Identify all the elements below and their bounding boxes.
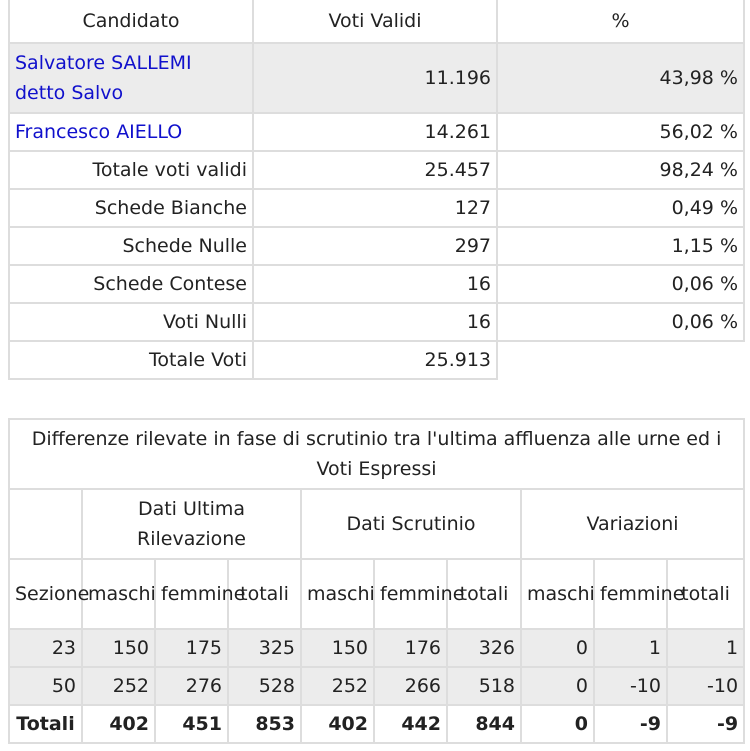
data-cell: -10 xyxy=(593,666,668,706)
group-header: Dati Ultima Rilevazione xyxy=(81,488,302,560)
candidate-row: Salvatore SALLEMI detto Salvo 11.196 43,… xyxy=(8,42,745,114)
section-cell: 23 xyxy=(8,628,83,668)
data-cell: -10 xyxy=(665,666,746,706)
summary-label: Totale Voti xyxy=(8,340,254,380)
section-row: 50 252 276 528 252 266 518 0 -10 -10 xyxy=(8,666,746,706)
summary-percent: 1,15 % xyxy=(496,226,745,266)
data-cell: 0 xyxy=(520,628,595,668)
candidate-votes: 11.196 xyxy=(252,42,498,114)
summary-label: Voti Nulli xyxy=(8,302,254,342)
header-percent: % xyxy=(496,0,745,44)
candidate-cell: Salvatore SALLEMI detto Salvo xyxy=(8,42,254,114)
data-cell: 325 xyxy=(227,628,302,668)
header-voti-validi: Voti Validi xyxy=(252,0,498,44)
sub-header: femmine xyxy=(154,558,245,630)
data-cell: 276 xyxy=(154,666,229,706)
summary-row: Schede Contese 16 0,06 % xyxy=(8,264,745,304)
sub-header: maschi xyxy=(81,558,156,630)
candidate-cell: Francesco AIELLO xyxy=(8,112,254,152)
total-cell: 844 xyxy=(446,704,522,744)
summary-label: Schede Bianche xyxy=(8,188,254,228)
summary-label: Schede Nulle xyxy=(8,226,254,266)
group-header: Dati Scrutinio xyxy=(300,488,522,560)
total-cell: -9 xyxy=(593,704,668,744)
summary-value: 16 xyxy=(252,264,498,304)
data-cell: 252 xyxy=(81,666,156,706)
group-header-empty xyxy=(8,488,83,560)
sub-header: femmine xyxy=(373,558,464,630)
summary-percent: 0,06 % xyxy=(496,264,745,304)
data-cell: 1 xyxy=(665,628,746,668)
candidate-votes: 14.261 xyxy=(252,112,498,152)
total-cell: 442 xyxy=(373,704,448,744)
group-header-row: Dati Ultima Rilevazione Dati Scrutinio V… xyxy=(8,488,746,560)
summary-value: 127 xyxy=(252,188,498,228)
section-row: 23 150 175 325 150 176 326 0 1 1 xyxy=(8,628,746,668)
candidate-link[interactable]: Francesco AIELLO xyxy=(15,121,183,143)
total-cell: 0 xyxy=(520,704,595,744)
total-cell: 402 xyxy=(81,704,156,744)
empty-cell xyxy=(497,341,744,379)
sub-header: maschi xyxy=(300,558,375,630)
sub-header: totali xyxy=(227,558,302,630)
total-cell: 451 xyxy=(154,704,229,744)
data-cell: 175 xyxy=(154,628,229,668)
candidate-percent: 43,98 % xyxy=(496,42,745,114)
summary-value: 16 xyxy=(252,302,498,342)
summary-value: 25.913 xyxy=(252,340,498,380)
summary-row: Schede Bianche 127 0,49 % xyxy=(8,188,745,228)
summary-row: Voti Nulli 16 0,06 % xyxy=(8,302,745,342)
total-cell: -9 xyxy=(665,704,746,744)
differences-title-row: Differenze rilevate in fase di scrutinio… xyxy=(7,418,746,490)
data-cell: 266 xyxy=(373,666,448,706)
total-cell: 853 xyxy=(227,704,302,744)
data-cell: 326 xyxy=(446,628,522,668)
data-cell: 176 xyxy=(373,628,448,668)
data-cell: 150 xyxy=(300,628,375,668)
sub-header: femmine xyxy=(593,558,684,630)
summary-row: Totale Voti 25.913 xyxy=(8,340,744,380)
differences-table: Differenze rilevate in fase di scrutinio… xyxy=(7,418,746,744)
totals-label: Totali xyxy=(8,704,83,744)
summary-label: Schede Contese xyxy=(8,264,254,304)
data-cell: 1 xyxy=(593,628,668,668)
summary-value: 25.457 xyxy=(252,150,498,190)
summary-percent: 98,24 % xyxy=(496,150,745,190)
sub-header: totali xyxy=(665,558,746,630)
totals-row: Totali 402 451 853 402 442 844 0 -9 -9 xyxy=(8,704,746,744)
differences-title: Differenze rilevate in fase di scrutinio… xyxy=(7,418,746,490)
header-candidato: Candidato xyxy=(8,0,254,44)
summary-row: Schede Nulle 297 1,15 % xyxy=(8,226,745,266)
candidate-percent: 56,02 % xyxy=(496,112,745,152)
summary-percent: 0,06 % xyxy=(496,302,745,342)
sub-header-row: Sezione maschi femmine totali maschi fem… xyxy=(8,558,746,630)
summary-value: 297 xyxy=(252,226,498,266)
data-cell: 518 xyxy=(446,666,522,706)
summary-label: Totale voti validi xyxy=(8,150,254,190)
section-cell: 50 xyxy=(8,666,83,706)
candidate-row: Francesco AIELLO 14.261 56,02 % xyxy=(8,112,745,152)
sub-header: maschi xyxy=(520,558,595,630)
results-table: Candidato Voti Validi % Salvatore SALLEM… xyxy=(8,0,745,380)
sub-header: Sezione xyxy=(8,558,89,630)
summary-percent: 0,49 % xyxy=(496,188,745,228)
candidate-link[interactable]: Salvatore SALLEMI detto Salvo xyxy=(15,52,192,104)
sub-header: totali xyxy=(446,558,522,630)
data-cell: 150 xyxy=(81,628,156,668)
results-header-row: Candidato Voti Validi % xyxy=(8,0,745,44)
group-header: Variazioni xyxy=(519,488,746,560)
summary-row: Totale voti validi 25.457 98,24 % xyxy=(8,150,745,190)
total-cell: 402 xyxy=(300,704,375,744)
data-cell: 0 xyxy=(520,666,595,706)
data-cell: 252 xyxy=(300,666,375,706)
data-cell: 528 xyxy=(227,666,302,706)
